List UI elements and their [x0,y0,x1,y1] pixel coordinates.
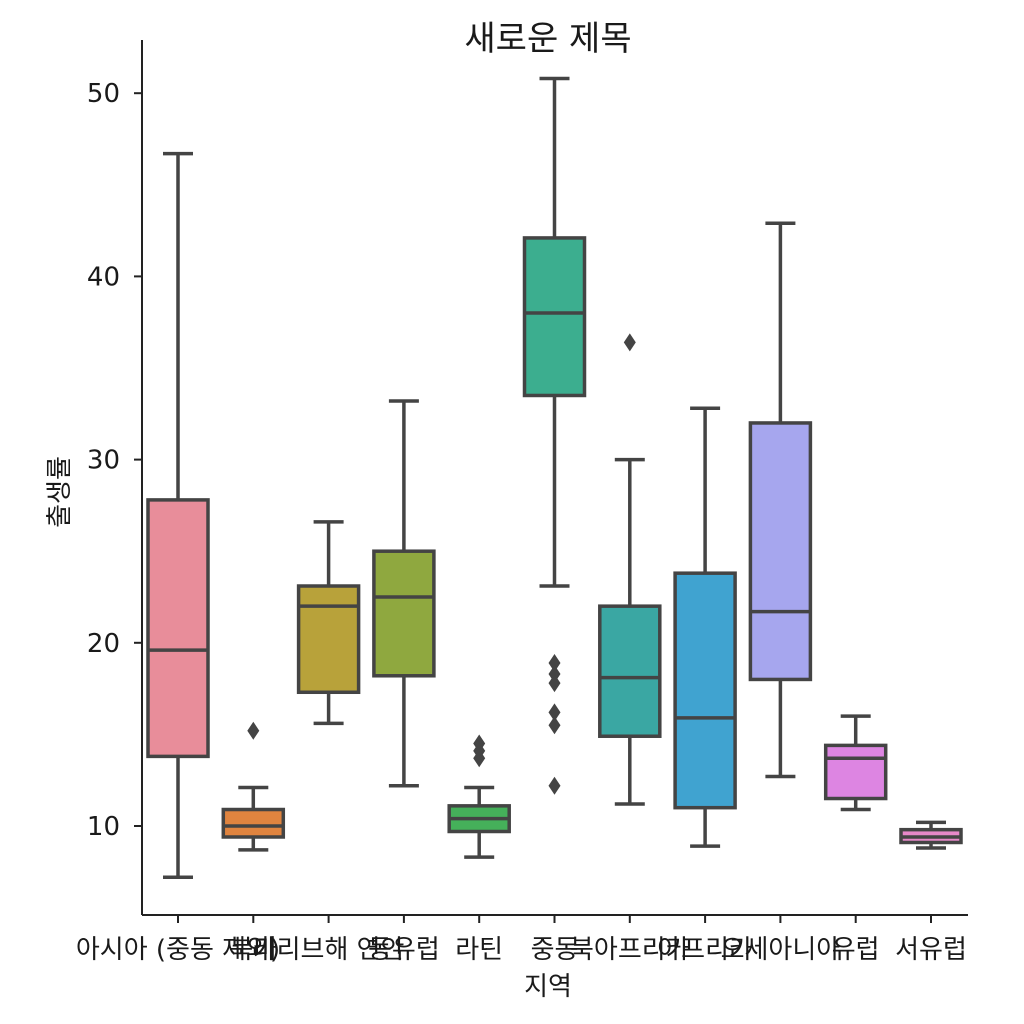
y-tick-label: 10 [87,812,120,842]
box-group [823,714,888,812]
outlier-point [548,716,561,735]
x-tick-label: 중동 [531,935,579,965]
y-axis-ticks: 10 20 30 40 50 [87,79,142,842]
x-tick-label: 라틴 [455,935,503,965]
x-tick-label: 동유럽 [368,935,440,965]
outlier-point [548,674,561,693]
box-group [221,721,286,852]
box-group [447,734,511,859]
box-iqr [522,236,587,398]
y-tick-label: 30 [87,446,120,476]
outlier-point [623,333,636,352]
x-axis-label: 지역 [524,972,572,1002]
outlier-point [473,734,486,753]
box-series [146,76,963,880]
box-iqr [673,571,737,810]
outlier-point [548,703,561,722]
y-tick-label: 20 [87,629,120,659]
box-group [522,76,587,795]
box-group [598,333,662,806]
outlier-point [548,653,561,672]
x-tick-label: 북아프리카 [570,935,690,965]
x-tick-label: 서유럽 [895,935,967,965]
box-group [673,406,737,848]
x-tick-label: 아시아 (중동 제외) [76,935,280,965]
box-group [748,221,813,779]
x-tick-label: 아프리카 [657,935,753,965]
x-tick-label: 북미 [229,935,277,965]
outlier-point [548,776,561,795]
box-iqr [221,807,286,839]
outlier-point [247,721,260,740]
outlier-point [548,664,561,683]
x-tick-label: 카리브해 연안 [253,935,405,965]
box-group [296,520,361,726]
box-iqr [823,743,888,801]
x-tick-label: 오세아니아 [721,935,841,965]
y-tick-label: 50 [87,79,120,109]
x-tick-label: 유럽 [832,935,880,965]
box-group [146,151,210,880]
y-tick-label: 40 [87,262,120,292]
box-iqr [146,498,210,759]
box-iqr [372,549,436,678]
box-group [899,820,963,850]
y-axis-label: 출생률 [45,456,75,528]
box-iqr [748,421,813,682]
box-iqr [598,604,662,738]
chart-title: 새로운 제목 [464,19,631,59]
box-group [372,399,436,788]
box-iqr [296,584,361,695]
